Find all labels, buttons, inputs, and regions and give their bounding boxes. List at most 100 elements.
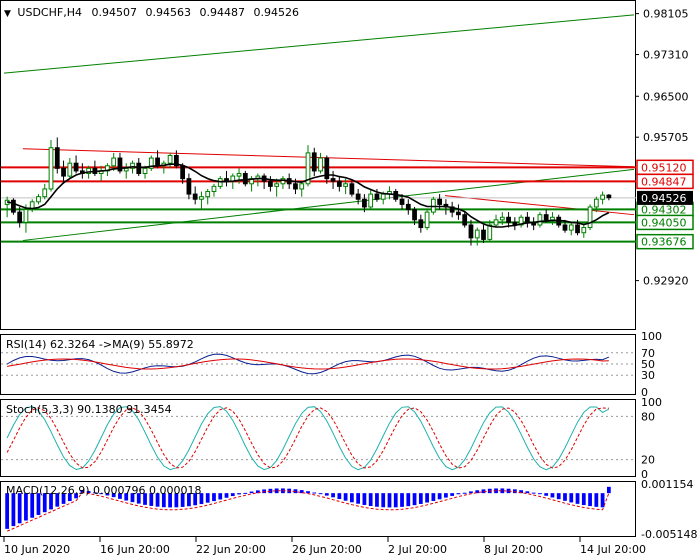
price-tick-label: 0.97310 [643,49,689,62]
candle-body [330,178,336,182]
rsi-pane: RSI(14) 62.3264 ->MA(9) 55.8972 100 70503… [0,330,662,399]
candle-body [48,147,54,190]
time-tick-label: 8 Jul 20:00 [484,543,543,556]
level-price-label: 0.93676 [641,236,687,249]
level-price-label: 0.95120 [641,161,687,174]
candle-body [192,193,198,200]
stochastic-signal-line [6,407,609,469]
moving-average-line [6,163,610,228]
candle-body [54,147,60,169]
rsi-tick-label: 30 [641,369,655,382]
macd-bar [11,493,16,527]
header-readout: ▼ USDCHF,H4 0.94507 0.94563 0.94487 0.94… [4,6,299,19]
level-price-box [636,233,694,250]
candle-body [11,199,16,213]
macd-bar [481,489,486,494]
macd-bar [237,493,241,495]
macd-bar [218,493,223,500]
stochastic-levels [1,415,635,461]
macd-bar [431,493,436,501]
candle-body [268,180,273,187]
candle-body [575,224,580,234]
macd-bar [5,493,10,529]
macd-bar [36,493,41,515]
macd-bar [136,493,141,504]
stochastic-label: Stoch(5,3,3) 90.1380 91.3454 [6,403,172,416]
macd-bar [118,493,122,499]
candle-body [205,191,211,198]
candle-body [23,209,29,223]
macd-bar [450,493,455,496]
header-high: 0.94563 [145,6,191,19]
candle-body [123,167,129,172]
candle-body [186,178,192,195]
candle-body [217,178,223,187]
candle-body [380,193,386,200]
macd-bar [387,493,392,508]
rsi-tick-label: 70 [641,347,655,360]
macd-bar [306,491,310,494]
trend-line-0 [3,14,635,74]
macd-bar [24,493,28,521]
candle-body [424,211,430,229]
candle-body [587,206,593,229]
macd-bar [111,493,116,498]
macd-tick-label: 0.001154 [641,478,694,491]
macd-bar [569,493,574,503]
candle-body [318,157,323,172]
time-tick-label: 14 Jul 20:00 [580,543,646,556]
macd-bar [331,493,335,498]
rsi-ma-line [7,358,609,370]
rsi-label: RSI(14) 62.3264 ->MA(9) 55.8972 [6,338,194,351]
macd-bar [531,492,536,494]
candle-body [568,224,574,231]
macd-bar [425,493,429,503]
macd-bar [550,493,555,498]
candle-body [180,165,186,180]
rsi-tick-label: 0 [641,386,648,399]
macd-bar [356,493,361,504]
header-open: 0.94507 [91,6,137,19]
trend-line-3 [444,195,635,216]
candle-body [86,167,91,174]
candle-body [487,224,493,240]
candle-body [199,196,204,200]
candle-body [117,157,123,172]
candle-body [355,193,361,200]
macd-bar [343,493,348,501]
macd-bar [600,493,605,508]
macd-bar [456,493,461,495]
macd-bar [124,493,129,501]
candle-body [349,183,355,195]
stochastic-tick-label: 80 [641,410,655,423]
candle-body [42,188,48,198]
candle-body [242,172,248,185]
macd-bar [180,493,185,507]
macd-bar [318,493,323,495]
macd-bar [594,493,599,507]
macd-bar [86,491,91,494]
candle-body [211,185,217,193]
level-price-label: 0.94302 [641,203,687,216]
candle-body [537,214,543,226]
candle-body [468,224,474,239]
macd-bar [588,493,592,507]
candle-body [29,201,35,211]
macd-bar [556,493,561,500]
time-tick-label: 16 Jun 20:00 [100,543,170,556]
macd-bar [437,493,442,500]
macd-bar [55,493,60,507]
candle-body [236,172,242,177]
candle-body [474,229,480,239]
macd-bar [199,493,204,505]
candle-body [437,198,443,205]
macd-bar [362,493,367,505]
candle-body [324,157,330,180]
price-tick-label: 0.96500 [643,90,689,103]
candle-body [606,194,612,199]
macd-bar [143,493,147,505]
macd-bar [243,492,248,494]
macd-bar [444,493,448,498]
macd-bar [324,493,329,496]
